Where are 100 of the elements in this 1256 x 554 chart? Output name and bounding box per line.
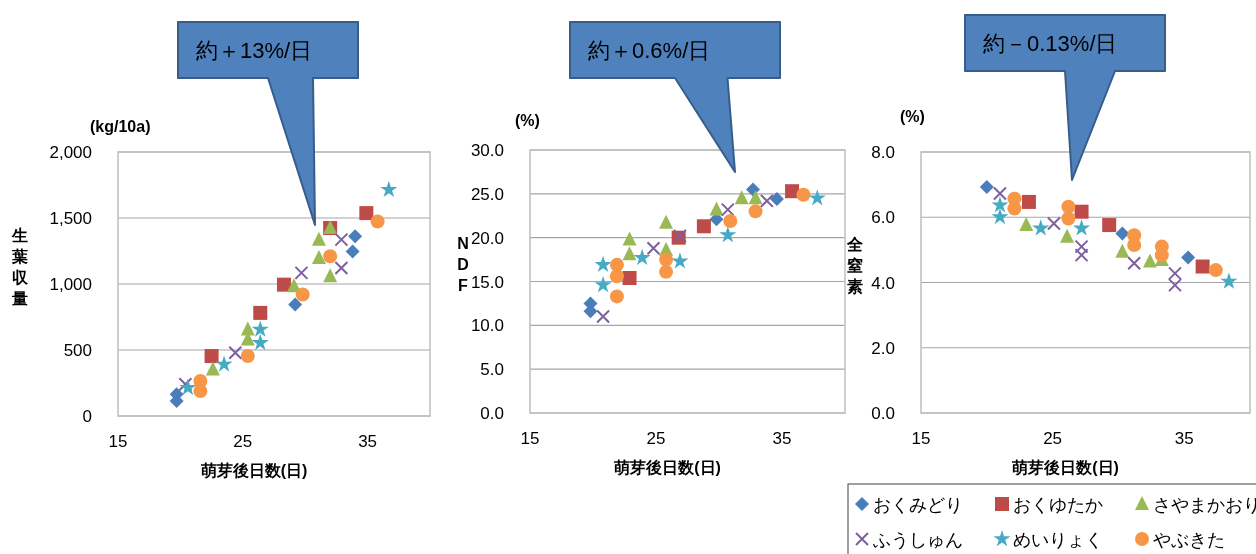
point	[594, 255, 612, 273]
point	[622, 246, 637, 261]
point	[1019, 217, 1034, 232]
point	[1127, 256, 1142, 271]
point	[769, 192, 784, 207]
y-tick-label: 0	[82, 407, 92, 426]
point	[311, 250, 326, 264]
point	[1046, 216, 1061, 231]
point	[659, 252, 674, 267]
point	[759, 193, 774, 208]
y-tick-label: 4.0	[871, 273, 895, 293]
point	[323, 249, 338, 264]
point	[251, 333, 269, 351]
point	[979, 179, 994, 194]
point	[671, 252, 689, 269]
y-axis-title: 全窒素	[846, 235, 864, 295]
point	[295, 287, 310, 302]
x-tick-label: 25	[646, 429, 666, 448]
point	[622, 270, 637, 285]
x-tick-label: 35	[772, 429, 792, 448]
y-tick-label: 500	[63, 341, 92, 360]
point	[609, 269, 624, 284]
point	[253, 305, 268, 320]
y-axis-title: 生葉収量	[11, 226, 29, 307]
point	[748, 190, 763, 205]
y-axis-title: NDF	[457, 234, 469, 294]
point	[348, 229, 363, 244]
point	[1072, 219, 1091, 236]
point	[723, 214, 738, 229]
point	[1220, 272, 1238, 289]
x-tick-label: 15	[108, 432, 128, 451]
callout: 約－0.13%/日	[964, 14, 1166, 181]
point	[1167, 266, 1182, 281]
x-tick-label: 15	[520, 429, 540, 448]
point	[991, 207, 1009, 225]
point	[746, 182, 761, 197]
y-tick-label: 30.0	[470, 141, 504, 160]
point	[659, 214, 674, 229]
point	[785, 184, 800, 199]
point	[808, 189, 826, 206]
callout: 約＋0.6%/日	[569, 21, 781, 173]
point	[796, 187, 811, 202]
point	[622, 231, 637, 246]
point	[1032, 219, 1050, 236]
point	[596, 309, 611, 324]
point	[659, 264, 674, 279]
point	[380, 180, 398, 198]
point	[204, 349, 219, 364]
legend-label: おくゆたか	[1013, 495, 1103, 515]
y-tick-label: 1,500	[49, 209, 92, 228]
point	[609, 257, 624, 272]
y-tick-label: 5.0	[480, 360, 504, 380]
text: (kg/10a)	[90, 118, 151, 135]
x-tick-label: 35	[1174, 429, 1194, 448]
x-axis-title: 萌芽後日数(日)	[1011, 459, 1119, 476]
point	[359, 206, 374, 221]
point	[992, 186, 1007, 201]
point	[709, 201, 724, 216]
legend-label: さやまかおり	[1153, 495, 1256, 515]
point	[991, 196, 1009, 213]
point	[734, 190, 749, 205]
point	[696, 219, 711, 234]
point	[1208, 263, 1223, 278]
point	[1142, 253, 1157, 268]
legend-label: やぶきた	[1153, 530, 1225, 550]
point	[1115, 243, 1130, 258]
point	[276, 277, 291, 292]
point	[748, 204, 763, 219]
y-tick-label: 2,000	[49, 143, 92, 162]
point	[323, 268, 338, 283]
x-axis-title: 萌芽後日数(日)	[613, 459, 721, 476]
point	[215, 355, 233, 372]
point	[633, 248, 651, 266]
point	[1102, 218, 1117, 233]
point	[646, 241, 661, 256]
x-tick-label: 15	[911, 429, 931, 448]
y-tick-label: 20.0	[470, 228, 504, 248]
y-tick-label: 10.0	[470, 316, 504, 336]
point	[251, 320, 269, 337]
point	[178, 377, 193, 392]
y-tick-label: 0.0	[480, 404, 504, 423]
callout: 約＋13%/日	[177, 21, 359, 226]
point	[1195, 259, 1210, 274]
text: (%)	[900, 108, 925, 125]
point	[1115, 226, 1130, 241]
point	[1061, 211, 1076, 226]
y-tick-label: 6.0	[871, 208, 895, 228]
point	[240, 349, 255, 364]
legend-label: めいりょく	[1013, 530, 1103, 550]
point	[1074, 204, 1089, 219]
point	[1167, 278, 1182, 293]
x-tick-label: 35	[358, 432, 378, 451]
point	[1181, 250, 1196, 265]
point	[334, 232, 349, 247]
y-tick-label: 0.0	[871, 404, 895, 423]
x-axis-title: 萌芽後日数(日)	[199, 462, 308, 479]
point	[1061, 199, 1076, 214]
point	[228, 345, 243, 360]
point	[345, 244, 360, 259]
point	[179, 378, 197, 396]
